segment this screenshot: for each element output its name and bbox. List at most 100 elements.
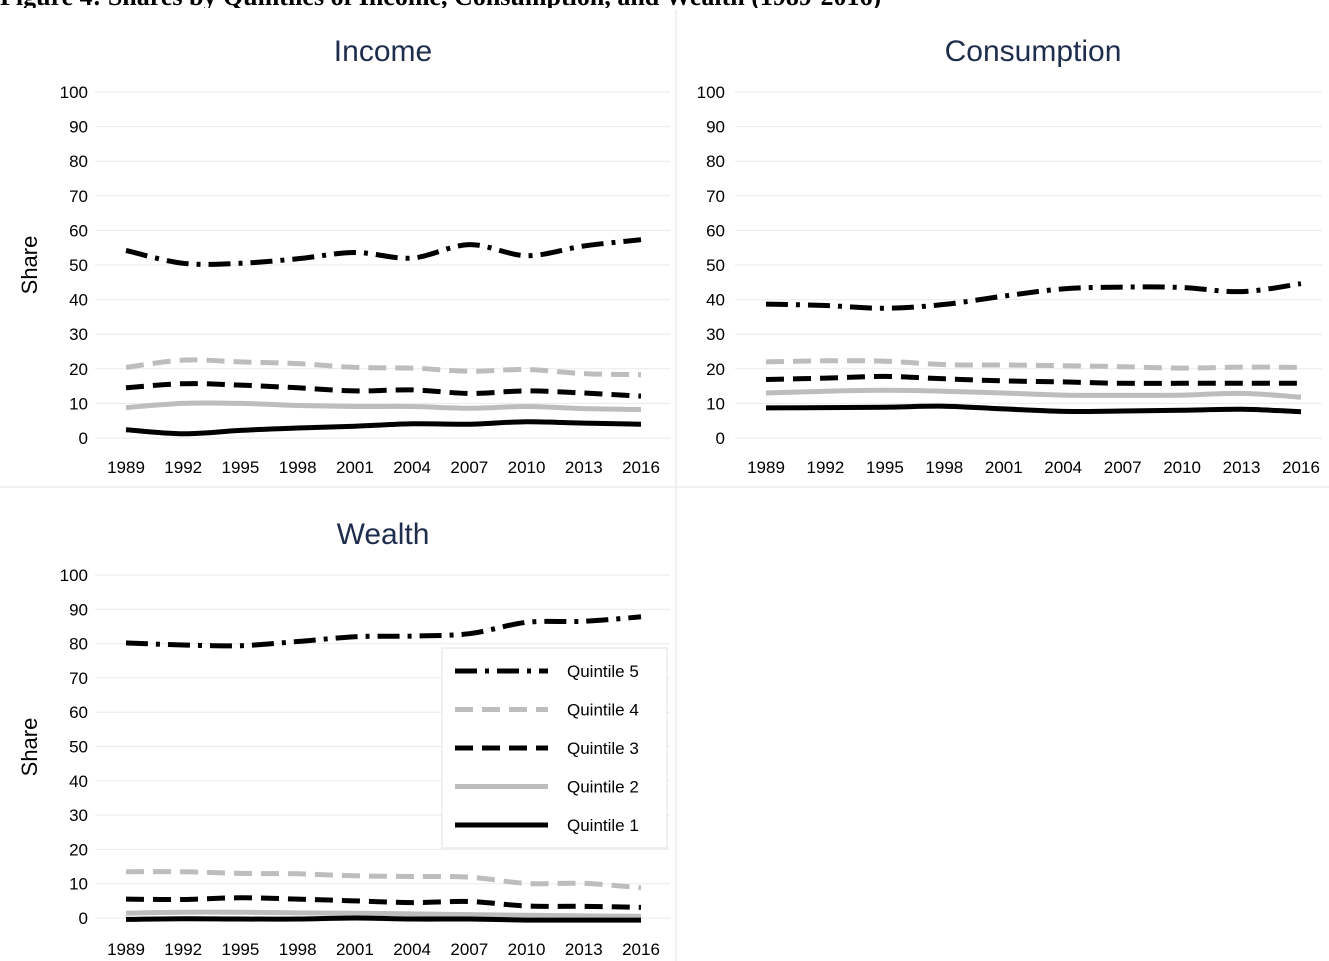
x-tick-label: 2016	[622, 458, 660, 477]
y-tick-label: 80	[706, 152, 725, 171]
series-line	[125, 237, 642, 267]
y-tick-label: 10	[706, 394, 725, 413]
y-tick-label: 20	[69, 360, 88, 379]
series-line	[125, 419, 642, 437]
series-line	[125, 869, 642, 891]
series-line	[125, 400, 642, 413]
y-tick-label: 30	[69, 325, 88, 344]
x-tick-label: 1992	[164, 940, 202, 959]
x-tick-labels: 1989 1992 1995 1998 2001 2004 2007 2010 2013 2016	[747, 458, 1320, 477]
x-tick-label: 1995	[222, 458, 260, 477]
y-tick-label: 70	[706, 187, 725, 206]
x-tick-label: 2007	[1104, 458, 1142, 477]
y-tick-label: 60	[706, 221, 725, 240]
y-tick-labels: 0 10 20 30 40 50 60 70 80 90 100	[60, 83, 88, 448]
series-lines	[125, 237, 642, 437]
x-tick-label: 2004	[393, 940, 431, 959]
panel-title: Wealth	[337, 518, 430, 551]
y-tick-label: 100	[60, 566, 88, 585]
x-tick-label: 2004	[393, 458, 431, 477]
x-tick-label: 2010	[508, 940, 546, 959]
x-tick-label: 1989	[747, 458, 785, 477]
series-line	[765, 387, 1302, 400]
legend: Quintile 5 Quintile 4 Quintile 3 Quintile 2…	[441, 647, 668, 849]
legend-label: Quintile 4	[567, 701, 639, 720]
legend-label: Quintile 3	[567, 739, 639, 758]
grid-lines	[735, 91, 1322, 439]
y-tick-label: 50	[706, 256, 725, 275]
y-tick-label: 90	[706, 118, 725, 137]
x-tick-label: 1989	[107, 940, 145, 959]
y-tick-labels: 0 10 20 30 40 50 60 70 80 90 100	[697, 83, 725, 448]
y-tick-label: 20	[706, 360, 725, 379]
y-tick-label: 0	[79, 429, 88, 448]
panel-title: Consumption	[945, 35, 1122, 68]
x-tick-label: 2010	[1163, 458, 1201, 477]
x-tick-label: 2016	[622, 940, 660, 959]
y-tick-label: 60	[69, 221, 88, 240]
y-tick-label: 90	[69, 600, 88, 619]
y-tick-label: 100	[60, 83, 88, 102]
x-tick-label: 1992	[164, 458, 202, 477]
y-tick-label: 50	[69, 256, 88, 275]
series-line	[765, 358, 1302, 371]
x-tick-label: 2013	[565, 458, 603, 477]
x-tick-label: 2001	[336, 940, 374, 959]
legend-box	[441, 647, 668, 849]
y-tick-label: 40	[69, 291, 88, 310]
series-line	[765, 373, 1301, 386]
series-line	[125, 614, 642, 649]
x-tick-label: 2010	[508, 458, 546, 477]
x-tick-label: 1989	[107, 458, 145, 477]
series-line	[765, 281, 1302, 311]
y-tick-label: 0	[716, 429, 725, 448]
figure-title: Figure 4: Shares by Quintiles of Income,…	[0, 0, 1329, 8]
x-tick-label: 2013	[565, 940, 603, 959]
x-tick-label: 1998	[279, 458, 317, 477]
x-tick-label: 2007	[450, 940, 488, 959]
y-tick-labels: 0 10 20 30 40 50 60 70 80 90 100	[60, 566, 88, 928]
legend-label: Quintile 1	[567, 816, 639, 835]
wealth-panel: Wealth Share 0 10 20 30 40 50 60 70 80 90 100 1989…	[17, 518, 670, 959]
y-tick-label: 0	[79, 909, 88, 928]
y-axis-label: Share	[17, 236, 42, 295]
y-tick-label: 30	[706, 325, 725, 344]
x-tick-label: 2007	[450, 458, 488, 477]
income-panel: Income Share 0 10 20 30 40 50 60 70 80 90 100 1989…	[17, 35, 670, 477]
series-line	[125, 909, 642, 919]
x-tick-labels: 1989 1992 1995 1998 2001 2004 2007 2010 2013 2016	[107, 458, 660, 477]
x-tick-label: 2001	[985, 458, 1023, 477]
series-lines	[765, 281, 1302, 415]
legend-label: Quintile 2	[567, 778, 639, 797]
series-lines	[125, 614, 642, 923]
y-tick-label: 90	[69, 118, 88, 137]
x-tick-label: 2001	[336, 458, 374, 477]
y-tick-label: 70	[69, 669, 88, 688]
series-line	[125, 895, 642, 910]
series-line	[125, 915, 641, 923]
y-tick-label: 80	[69, 635, 88, 654]
y-tick-label: 50	[69, 738, 88, 757]
y-tick-label: 10	[69, 875, 88, 894]
y-tick-label: 30	[69, 806, 88, 825]
y-tick-label: 40	[69, 772, 88, 791]
y-tick-label: 70	[69, 187, 88, 206]
x-tick-label: 1998	[925, 458, 963, 477]
y-tick-label: 40	[706, 291, 725, 310]
y-tick-label: 60	[69, 703, 88, 722]
x-tick-label: 1995	[866, 458, 904, 477]
panel-title: Income	[334, 35, 432, 68]
x-tick-label: 2013	[1223, 458, 1261, 477]
series-line	[765, 403, 1302, 415]
y-tick-label: 100	[697, 83, 725, 102]
x-tick-label: 2016	[1282, 458, 1320, 477]
y-tick-label: 10	[69, 394, 88, 413]
series-line	[125, 357, 642, 378]
series-line	[125, 381, 642, 399]
y-tick-label: 80	[69, 152, 88, 171]
y-tick-label: 20	[69, 840, 88, 859]
legend-label: Quintile 5	[567, 662, 639, 681]
x-tick-label: 2004	[1044, 458, 1082, 477]
x-tick-label: 1995	[222, 940, 260, 959]
